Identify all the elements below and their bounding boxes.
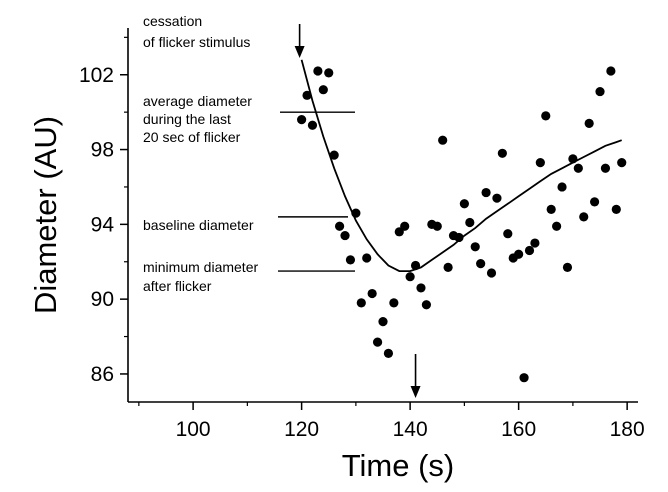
y-tick-label: 102 — [79, 64, 114, 87]
data-point — [535, 158, 545, 168]
annotation-average-line-3: 20 sec of flicker — [143, 129, 241, 145]
annotations: cessation of flicker stimulus average di… — [143, 13, 421, 398]
annotation-cessation-line-2: of flicker stimulus — [143, 34, 250, 50]
data-point — [329, 150, 339, 160]
data-point — [351, 208, 361, 218]
data-point — [438, 135, 448, 145]
x-tick-label: 180 — [610, 418, 645, 441]
data-point — [421, 300, 432, 310]
data-point — [606, 66, 616, 76]
data-point — [432, 221, 442, 231]
annotation-average-line-2: during the last — [143, 111, 231, 127]
cessation-arrow-icon — [294, 24, 305, 58]
data-point — [400, 221, 410, 231]
data-point — [492, 193, 502, 203]
data-point — [503, 229, 513, 239]
data-point — [378, 316, 388, 327]
y-tick-label: 94 — [91, 213, 115, 236]
x-axis: 100 120 140 160 180 — [128, 401, 645, 441]
data-point — [617, 158, 627, 168]
y-tick-label: 98 — [91, 139, 114, 162]
data-point — [307, 120, 318, 130]
data-point — [584, 118, 594, 128]
data-point — [405, 272, 415, 282]
data-point — [372, 337, 383, 347]
data-point — [486, 268, 497, 278]
data-points — [297, 66, 627, 383]
data-point — [302, 90, 312, 100]
data-point — [524, 245, 535, 256]
data-point — [568, 154, 578, 164]
data-point — [557, 182, 567, 192]
y-tick-label: 86 — [91, 363, 114, 386]
arrow-head — [410, 386, 421, 398]
data-point — [313, 66, 323, 76]
data-point — [318, 85, 328, 95]
data-point — [476, 259, 486, 269]
data-point — [530, 238, 540, 248]
x-ticks: 100 120 140 160 180 — [138, 402, 645, 441]
data-point — [589, 197, 600, 207]
y-ticks: 86 90 94 98 102 — [79, 36, 128, 386]
data-point — [470, 242, 480, 252]
annotation-average-line-1: average diameter — [143, 93, 252, 109]
data-point — [334, 221, 345, 231]
data-point — [579, 212, 589, 222]
data-point — [356, 298, 366, 308]
arrow-head — [294, 46, 305, 58]
x-tick-label: 120 — [284, 418, 319, 441]
data-point — [416, 283, 426, 293]
data-point — [459, 199, 469, 209]
data-point — [600, 163, 611, 173]
data-point — [345, 255, 356, 265]
data-point — [562, 262, 573, 272]
data-point — [497, 148, 507, 158]
annotation-minimum-line-1: minimum diameter — [143, 259, 258, 275]
data-point — [340, 230, 350, 241]
data-point — [595, 86, 605, 97]
data-point — [297, 115, 307, 125]
annotation-minimum-line-2: after flicker — [143, 278, 212, 294]
data-point — [383, 348, 394, 358]
data-point — [611, 204, 621, 214]
x-tick-label: 100 — [176, 418, 211, 441]
data-point — [519, 373, 529, 383]
data-point — [552, 221, 562, 231]
data-point — [514, 249, 524, 259]
minimum-time-arrow-icon — [410, 354, 421, 398]
data-point — [410, 260, 421, 271]
y-tick-label: 90 — [91, 288, 114, 311]
data-point — [362, 253, 372, 263]
data-point — [465, 217, 475, 228]
y-axis-title: Diameter (AU) — [28, 116, 63, 314]
data-point — [443, 262, 453, 272]
data-point — [389, 298, 399, 308]
data-point — [367, 288, 377, 299]
x-tick-label: 160 — [501, 418, 536, 441]
data-point — [454, 232, 464, 243]
data-point — [546, 204, 556, 214]
x-axis-title: Time (s) — [342, 448, 455, 483]
annotation-baseline-line-1: baseline diameter — [143, 217, 254, 233]
data-point — [324, 68, 334, 78]
x-tick-label: 140 — [393, 418, 428, 441]
y-axis: 86 90 94 98 102 — [79, 28, 129, 402]
annotation-cessation-line-1: cessation — [143, 13, 202, 29]
data-point — [573, 163, 583, 173]
data-point — [481, 187, 491, 198]
data-point — [541, 111, 551, 121]
